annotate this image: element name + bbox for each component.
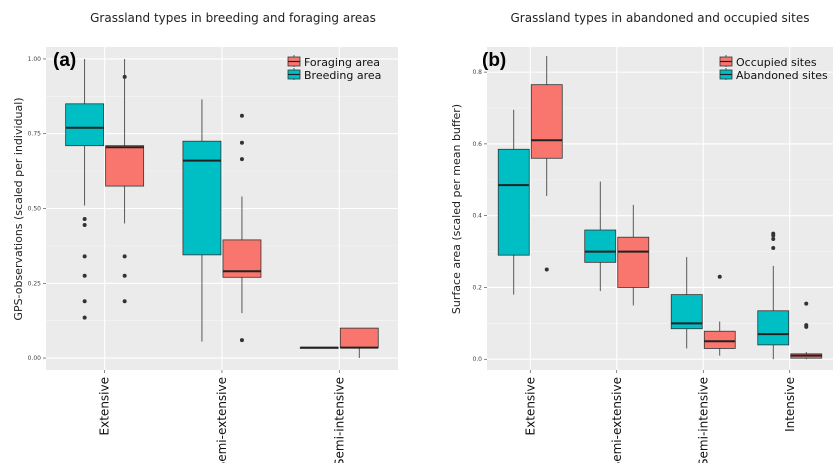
box-breeding-area-semi-extensive: [182, 99, 222, 342]
box-foraging-area-extensive: [105, 58, 145, 304]
outlier-point: [771, 237, 776, 242]
panel-b-gridlines: [487, 47, 833, 370]
legend-item: Abandoned sites: [719, 68, 828, 82]
y-tick-label: 0.6: [472, 141, 482, 148]
box-abandoned-sites-intensive: [757, 231, 790, 360]
outlier-point: [122, 273, 127, 278]
outlier-point: [544, 267, 549, 272]
box-foraging-area-semi-intensive: [339, 327, 379, 359]
box-abandoned-sites-semi-intensive: [670, 256, 703, 349]
legend-label: Foraging area: [304, 56, 380, 69]
panel-a-y-ticks: 0.00 0.25 0.50 0.75 1.00: [28, 56, 46, 362]
box-abandoned-sites-extensive: [497, 109, 530, 295]
x-tick-label: Extensive: [523, 377, 537, 435]
outlier-point: [239, 338, 244, 343]
outlier-point: [82, 315, 87, 320]
legend-item: Occupied sites: [719, 55, 817, 69]
box-breeding-area-semi-intensive: [299, 346, 339, 349]
outlier-point: [239, 140, 244, 145]
legend-item: Breeding area: [287, 68, 381, 82]
panel-a-boxes: [65, 58, 379, 359]
panel-a-tag: (a): [53, 50, 76, 71]
panel-b-x-ticks: Extensive Semi-extensive Semi-intensive Int…: [523, 370, 797, 463]
box-occupied-sites-semi-intensive: [703, 274, 736, 356]
outlier-point: [771, 245, 776, 250]
y-tick-label: 0.75: [28, 131, 42, 138]
outlier-point: [122, 74, 127, 79]
box-body: [339, 327, 379, 348]
panel-b-title: Grassland types in abandoned and occupie…: [511, 11, 810, 25]
outlier-point: [804, 324, 809, 329]
box-body: [703, 330, 736, 349]
outlier-point: [82, 299, 87, 304]
outlier-point: [82, 222, 87, 227]
box-body: [757, 310, 790, 346]
panel-b-tag: (b): [482, 50, 506, 71]
y-tick-label: 0.50: [28, 206, 42, 213]
outlier-point: [239, 113, 244, 118]
box-body: [584, 229, 617, 263]
outlier-point: [82, 216, 87, 221]
legend-label: Occupied sites: [736, 56, 817, 69]
box-occupied-sites-semi-extensive: [617, 204, 650, 306]
panel-a-x-ticks: Extensive Semi-extensive Semi-intensive: [98, 370, 346, 463]
x-tick-label: Semi-intensive: [696, 377, 710, 463]
outlier-point: [82, 273, 87, 278]
y-tick-label: 0.8: [472, 69, 482, 76]
box-foraging-area-semi-extensive: [222, 113, 262, 343]
outlier-point: [239, 157, 244, 162]
y-tick-label: 0.4: [472, 213, 482, 220]
legend-label: Abandoned sites: [736, 69, 828, 82]
box-body: [182, 140, 222, 256]
outlier-point: [122, 299, 127, 304]
outlier-point: [771, 233, 776, 238]
outlier-point: [122, 254, 127, 259]
panel-b-y-axis-label: Surface area (scaled per mean buffer): [450, 104, 463, 314]
panel-b-y-ticks: 0.0 0.2 0.4 0.6 0.8: [472, 69, 487, 363]
x-tick-label: Semi-extensive: [610, 377, 624, 463]
y-tick-label: 0.2: [472, 284, 482, 291]
x-tick-label: Semi-intensive: [332, 377, 346, 463]
panel-b: Grassland types in abandoned and occupie…: [450, 11, 833, 463]
y-tick-label: 0.25: [28, 280, 42, 287]
y-tick-label: 0.00: [28, 355, 42, 362]
box-body: [65, 103, 105, 147]
panel-a: Grassland types in breeding and foraging…: [12, 11, 398, 463]
box-body: [497, 148, 530, 256]
y-tick-label: 0.0: [472, 356, 482, 363]
box-occupied-sites-extensive: [530, 55, 563, 272]
y-tick-label: 1.00: [28, 56, 42, 63]
panel-a-title: Grassland types in breeding and foraging…: [90, 11, 376, 25]
box-occupied-sites-intensive: [790, 301, 823, 360]
panel-a-y-axis-label: GPS-observations (scaled per individual): [12, 97, 25, 320]
x-tick-label: Intensive: [783, 377, 797, 432]
box-abandoned-sites-semi-extensive: [584, 181, 617, 292]
panel-a-gridlines: [46, 47, 398, 370]
box-body: [105, 145, 145, 187]
x-tick-label: Extensive: [98, 377, 112, 435]
legend-item: Foraging area: [287, 55, 380, 69]
outlier-point: [804, 301, 809, 306]
box-body: [530, 84, 563, 159]
outlier-point: [82, 254, 87, 259]
box-body: [617, 236, 650, 288]
legend-label: Breeding area: [304, 69, 381, 82]
box-breeding-area-extensive: [65, 58, 105, 320]
x-tick-label: Semi-extensive: [215, 377, 229, 463]
outlier-point: [717, 274, 722, 279]
panel-b-boxes: [497, 55, 823, 360]
